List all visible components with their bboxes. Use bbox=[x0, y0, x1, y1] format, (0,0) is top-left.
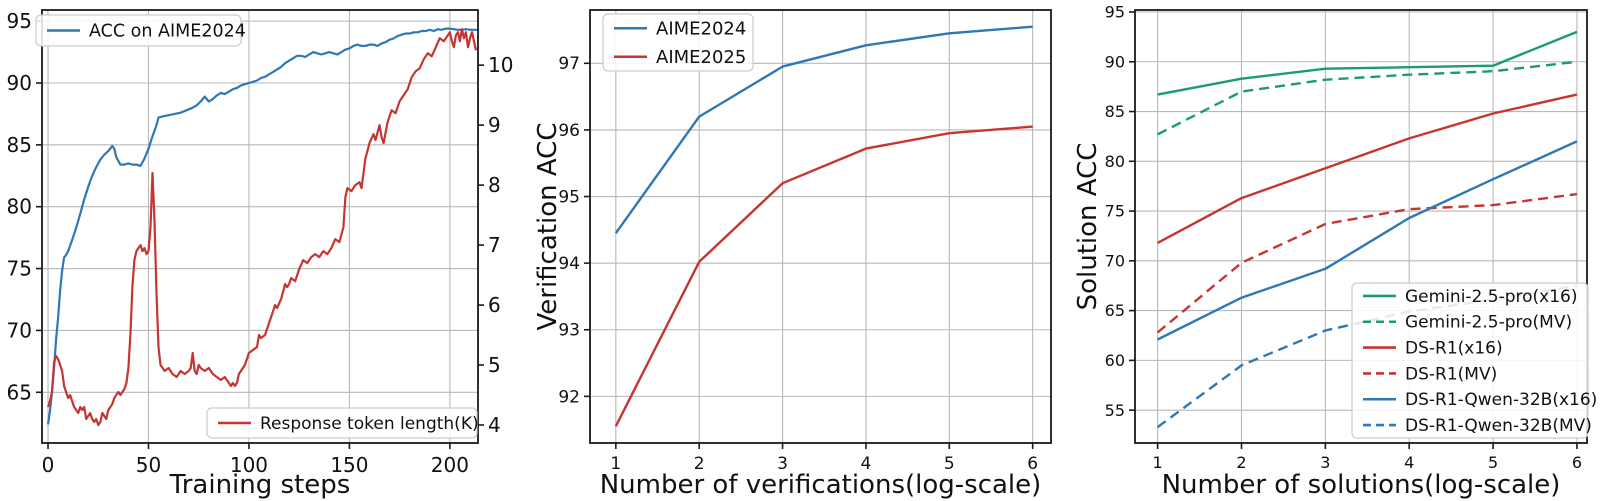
y-tick-label: 75 bbox=[1105, 202, 1125, 221]
x-tick-label: 1 bbox=[1153, 453, 1163, 472]
right-y-tick-label: 10 bbox=[488, 53, 513, 77]
legend-label-response-token-length-k: Response token length(K) bbox=[260, 414, 479, 434]
legend-label-ds-r1-qwen-32b-mv: DS-R1-Qwen-32B(MV) bbox=[1405, 416, 1592, 436]
plot-border bbox=[589, 9, 1052, 444]
legend-box bbox=[1351, 282, 1589, 439]
plot-border bbox=[41, 9, 479, 444]
y-tick-label: 95 bbox=[1105, 3, 1125, 22]
y-tick-label: 60 bbox=[1105, 351, 1125, 370]
y-tick-label: 65 bbox=[1105, 301, 1125, 320]
x-tick-label: 6 bbox=[1572, 453, 1582, 472]
right-y-tick-label: 4 bbox=[488, 413, 501, 437]
x-tick-label: 2 bbox=[1236, 453, 1246, 472]
verification-acc-panel: 1 2 3 4 5 6 92 93 94 95 96 97 Number of verification… bbox=[533, 9, 1052, 500]
ds-r1-x16-line bbox=[1157, 93, 1578, 244]
y-tick-label: 96 bbox=[558, 121, 580, 141]
x-tick-label: 4 bbox=[1404, 453, 1414, 472]
right-y-tick-label: 5 bbox=[488, 353, 501, 377]
legend-label-acc-on-aime2024: ACC on AIME2024 bbox=[89, 22, 246, 42]
x-axis-title: Training steps bbox=[169, 470, 351, 500]
y-tick-label: 85 bbox=[7, 133, 32, 157]
legend-label-ds-r1-qwen-32b-x16: DS-R1-Qwen-32B(x16) bbox=[1405, 390, 1597, 410]
x-tick-label: 3 bbox=[777, 454, 788, 474]
x-tick-label: 5 bbox=[944, 454, 955, 474]
x-tick-label: 3 bbox=[1320, 453, 1330, 472]
x-tick-label: 2 bbox=[694, 454, 705, 474]
acc-on-aime2024-line bbox=[46, 27, 478, 425]
y-axis-title: Verification ACC bbox=[533, 123, 563, 331]
plot-border bbox=[1134, 9, 1588, 444]
x-tick-label: 100 bbox=[230, 453, 268, 477]
x-tick-label: 0 bbox=[42, 453, 55, 477]
x-axis-title: Number of verifications(log-scale) bbox=[600, 470, 1042, 500]
right-y-tick-label: 8 bbox=[488, 173, 501, 197]
legend-label-ds-r1-x16: DS-R1(x16) bbox=[1405, 339, 1503, 359]
x-tick-label: 5 bbox=[1488, 453, 1498, 472]
legend: Gemini-2.5-pro(x16) Gemini-2.5-pro(MV) DS-… bbox=[1351, 282, 1597, 439]
y-tick-label: 94 bbox=[558, 254, 580, 274]
legend-label-gemini-2-5-pro-mv: Gemini-2.5-pro(MV) bbox=[1405, 313, 1572, 333]
gemini-2-5-pro-mv-line bbox=[1157, 60, 1578, 136]
y-tick-label: 93 bbox=[558, 321, 580, 341]
ds-r1-mv-line bbox=[1156, 192, 1578, 334]
aime2024-line bbox=[614, 25, 1033, 234]
y-tick-label: 70 bbox=[7, 318, 32, 342]
right-y-tick-label: 9 bbox=[488, 113, 501, 137]
right-y-tick-label: 7 bbox=[488, 233, 501, 257]
solution-acc-panel: 1 2 3 4 5 6 55 60 65 70 75 80 85 90 95 Number of soluti… bbox=[1073, 3, 1597, 500]
legend: ACC on AIME2024 bbox=[35, 14, 246, 47]
legend-label-ds-r1-mv: DS-R1(MV) bbox=[1405, 364, 1497, 384]
x-tick-label: 50 bbox=[136, 453, 161, 477]
gemini-2-5-pro-x16-line bbox=[1157, 30, 1578, 96]
y-tick-label: 85 bbox=[1105, 102, 1125, 121]
y-tick-label: 95 bbox=[558, 187, 580, 207]
legend-box bbox=[35, 14, 242, 47]
ds-r1-qwen-32b-x16-line bbox=[1157, 140, 1578, 341]
response-token-length-k-line bbox=[46, 28, 478, 427]
aime2025-line bbox=[614, 125, 1033, 427]
y-tick-label: 92 bbox=[558, 387, 580, 407]
legend-label-gemini-2-5-pro-x16: Gemini-2.5-pro(x16) bbox=[1405, 287, 1577, 307]
x-tick-label: 4 bbox=[861, 454, 872, 474]
y-tick-label: 80 bbox=[7, 195, 32, 219]
y-tick-label: 65 bbox=[7, 380, 32, 404]
legend-box bbox=[206, 407, 478, 439]
x-axis-title: Number of solutions(log-scale) bbox=[1162, 470, 1561, 500]
x-tick-label: 200 bbox=[431, 453, 469, 477]
legend: Response token length(K) bbox=[206, 407, 479, 439]
y-axis-title: Solution ACC bbox=[1073, 143, 1103, 311]
y-tick-label: 95 bbox=[7, 9, 32, 33]
y-tick-label: 55 bbox=[1105, 401, 1125, 420]
y-tick-label: 90 bbox=[1105, 52, 1125, 71]
ds-r1-qwen-32b-mv-line bbox=[1156, 284, 1578, 429]
y-tick-label: 70 bbox=[1105, 251, 1125, 270]
legend-label-aime2025: AIME2025 bbox=[656, 47, 746, 68]
training-progress-panel: 0 50 100 150 200 65 70 75 80 85 90 95 4 5 6 7 8 9 10 Traini… bbox=[7, 9, 513, 500]
grid-lines bbox=[590, 10, 1051, 443]
x-tick-label: 150 bbox=[330, 453, 368, 477]
x-tick-label: 1 bbox=[610, 454, 621, 474]
y-tick-label: 75 bbox=[7, 257, 32, 281]
y-tick-label: 80 bbox=[1105, 152, 1125, 171]
x-tick-label: 6 bbox=[1027, 454, 1038, 474]
y-tick-label: 97 bbox=[558, 54, 580, 74]
y-tick-label: 90 bbox=[7, 71, 32, 95]
legend: AIME2024 AIME2025 bbox=[602, 13, 754, 72]
right-y-tick-label: 6 bbox=[488, 293, 501, 317]
legend-label-aime2024: AIME2024 bbox=[656, 19, 746, 40]
